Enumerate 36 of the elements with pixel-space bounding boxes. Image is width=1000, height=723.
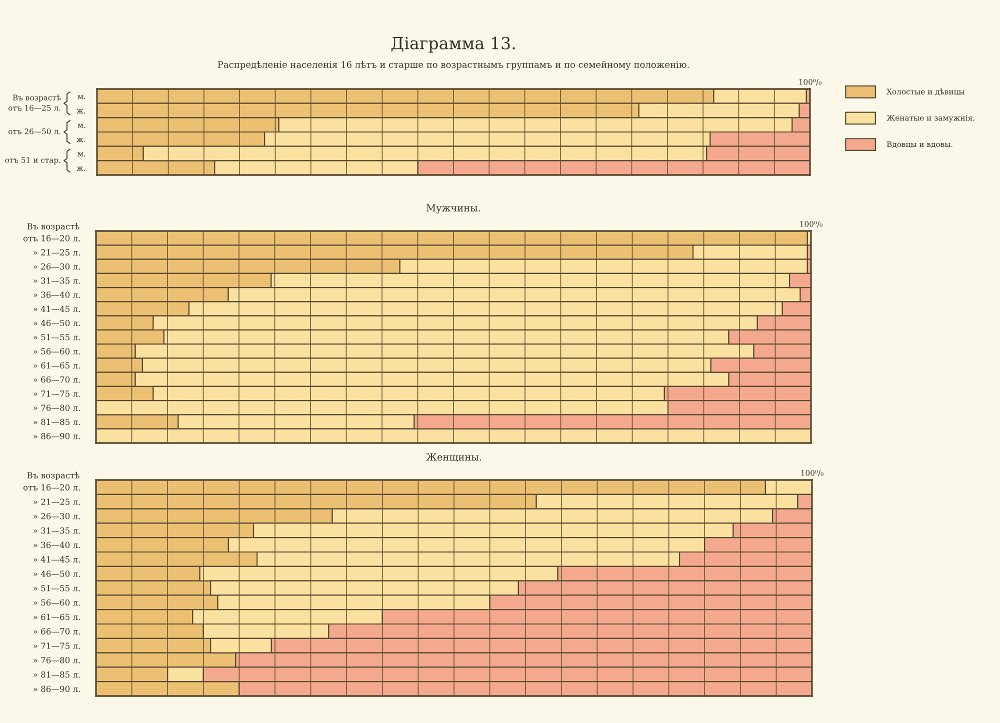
y-tick-label: » 76—80 л. — [34, 656, 80, 664]
chart-title: Женщины. — [426, 453, 482, 462]
y-tick-label: » 46—50 л. — [34, 570, 80, 577]
y-axis-title: Въ возрастѣ — [27, 472, 80, 480]
y-tick-label: » 21—25 л. — [34, 498, 80, 505]
y-tick-label: » 36—40 л. — [34, 542, 80, 548]
y-tick-label: » 71—75 л. — [34, 642, 80, 649]
chart-subtitle: Распредѣленіе населенія 16 лѣтъ и старше по возрастнымъ группамъ и по семейному положенію. — [218, 60, 689, 70]
y-tick-label: » 31—35 л. — [34, 277, 80, 284]
y-tick-label: » 51—55 л. — [34, 584, 80, 592]
y-tick-label: » 61—65 л. — [34, 362, 80, 369]
y-tick-label: » 26—30 л. — [34, 263, 80, 270]
y-tick-label: » 51—55 л. — [34, 334, 80, 340]
y-tick-label: отъ 16—20 л. — [23, 484, 80, 490]
y-tick-label: » 81—85 л. — [34, 418, 80, 426]
y-tick-label: » 76—80 л. — [34, 404, 80, 411]
y-tick-label: » 31—35 л. — [34, 527, 80, 534]
chart-title: Мужчины. — [426, 204, 480, 214]
y-tick-label: » 86—90 л. — [34, 432, 80, 440]
y-axis-title: Въ возрастѣ — [27, 222, 80, 231]
chart-title: Діаграмма 13. — [391, 36, 515, 53]
y-tick-label: » 56—60 л. — [34, 348, 80, 354]
y-tick-label: » 71—75 л. — [34, 390, 80, 397]
y-tick-label: » 86—90 л. — [34, 686, 80, 692]
y-tick-label: » 61—65 л. — [34, 614, 80, 620]
y-tick-label: » 41—45 л. — [34, 306, 80, 312]
y-tick-label: » 36—40 л. — [34, 292, 80, 298]
y-tick-label: отъ 16—20 л. — [23, 235, 80, 242]
y-tick-label: » 66—70 л. — [34, 376, 80, 383]
y-tick-label: » 21—25 л. — [34, 249, 80, 256]
y-tick-label: » 46—50 л. — [34, 320, 80, 326]
y-tick-label: » 56—60 л. — [34, 599, 80, 606]
y-tick-label: » 66—70 л. — [34, 628, 80, 634]
y-tick-label: » 41—45 л. — [34, 556, 80, 562]
y-tick-label: » 26—30 л. — [34, 512, 80, 520]
y-tick-label: » 81—85 л. — [34, 671, 80, 678]
